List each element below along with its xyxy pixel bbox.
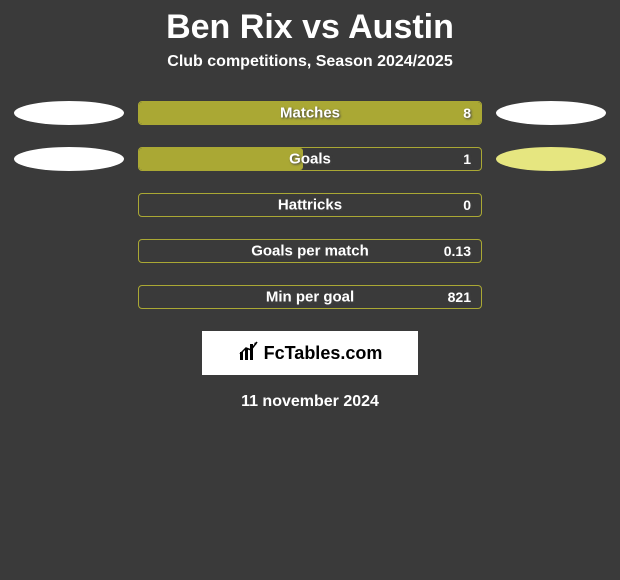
right-pill <box>496 239 606 263</box>
left-pill <box>14 285 124 309</box>
left-pill <box>14 239 124 263</box>
left-pill <box>14 193 124 217</box>
left-pill <box>14 101 124 125</box>
stat-row: Goals1 <box>0 147 620 171</box>
date-line: 11 november 2024 <box>0 393 620 411</box>
stat-bar: Goals1 <box>138 147 482 171</box>
stat-bar: Matches8 <box>138 101 482 125</box>
stat-bar: Goals per match0.13 <box>138 239 482 263</box>
bar-label: Min per goal <box>139 289 481 306</box>
bar-value: 0 <box>463 197 471 213</box>
stat-bar: Hattricks0 <box>138 193 482 217</box>
right-pill <box>496 285 606 309</box>
page-title: Ben Rix vs Austin <box>0 0 620 53</box>
right-pill <box>496 193 606 217</box>
bar-value: 0.13 <box>444 243 471 259</box>
bar-label: Hattricks <box>139 197 481 214</box>
bar-label: Goals per match <box>139 243 481 260</box>
right-pill <box>496 147 606 171</box>
right-pill <box>496 101 606 125</box>
stat-row: Matches8 <box>0 101 620 125</box>
stat-row: Goals per match0.13 <box>0 239 620 263</box>
logo-box: FcTables.com <box>202 331 418 375</box>
bar-value: 821 <box>448 289 471 305</box>
logo-text: FcTables.com <box>264 343 383 364</box>
bar-label: Matches <box>139 105 481 122</box>
stat-bar: Min per goal821 <box>138 285 482 309</box>
stat-row: Hattricks0 <box>0 193 620 217</box>
bar-value: 1 <box>463 151 471 167</box>
bar-value: 8 <box>463 105 471 121</box>
left-pill <box>14 147 124 171</box>
stat-row: Min per goal821 <box>0 285 620 309</box>
page-subtitle: Club competitions, Season 2024/2025 <box>0 53 620 101</box>
bar-label: Goals <box>139 151 481 168</box>
logo-chart-icon <box>238 340 260 367</box>
stats-chart: Matches8Goals1Hattricks0Goals per match0… <box>0 101 620 309</box>
